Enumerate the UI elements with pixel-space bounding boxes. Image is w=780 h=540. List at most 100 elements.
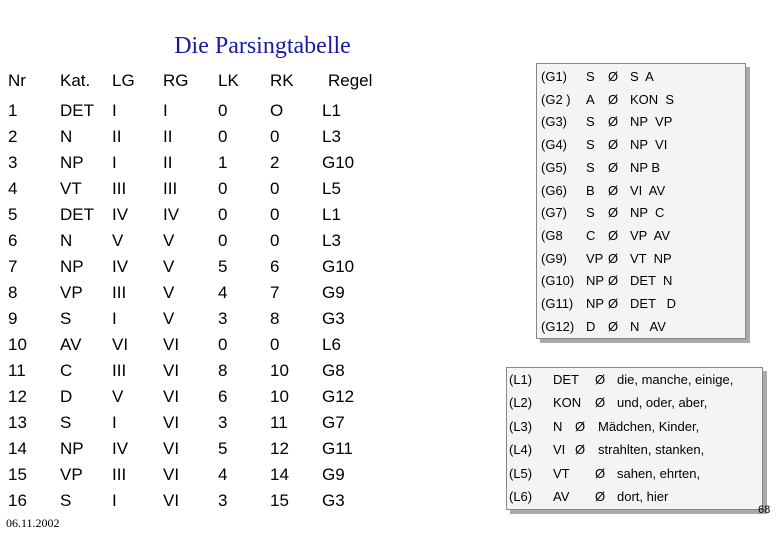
- column-header: RG: [163, 71, 189, 90]
- table-cell: 14: [270, 465, 289, 484]
- lexicon-symbol: Ø: [595, 395, 606, 411]
- rule-rhs: NP C: [630, 205, 665, 221]
- table-cell: 4: [218, 283, 228, 302]
- rule-lhs: NP: [586, 273, 605, 289]
- rule-rhs: KON S: [630, 91, 675, 107]
- lexicon-symbol: Ø: [595, 489, 606, 504]
- rule-label: (G2 ): [541, 91, 571, 107]
- table-cell: G10: [322, 153, 355, 172]
- rule-label: (G3): [541, 114, 567, 130]
- column-header: Kat.: [60, 71, 91, 90]
- table-cell: VI: [163, 413, 180, 432]
- rule-label: (G5): [541, 159, 567, 175]
- table-cell: 1: [218, 153, 228, 172]
- table-cell: 3: [218, 491, 228, 510]
- table-cell: V: [163, 283, 175, 302]
- rule-label: (G11): [541, 296, 574, 311]
- rule-lhs: C: [586, 227, 596, 243]
- table-cell: N: [60, 127, 73, 146]
- lexicon-symbol: Ø: [575, 442, 586, 458]
- lexicon-symbol: Ø: [575, 418, 586, 434]
- table-cell: 4: [8, 179, 18, 198]
- rule-label: (G10): [541, 273, 575, 289]
- table-cell: 4: [218, 465, 228, 484]
- table-cell: V: [163, 309, 175, 328]
- table-cell: 0: [270, 179, 280, 198]
- rule-symbol: Ø: [608, 159, 619, 175]
- page-number: 68: [758, 504, 771, 516]
- lexicon-rhs: Mädchen, Kinder,: [598, 418, 700, 434]
- rule-label: (G12): [541, 318, 575, 334]
- lexicon-lhs: VT: [553, 465, 570, 481]
- table-cell: VI: [163, 387, 180, 406]
- table-cell: AV: [60, 335, 82, 354]
- table-cell: 12: [8, 387, 27, 406]
- table-cell: 8: [218, 361, 228, 380]
- table-cell: 0: [218, 101, 228, 120]
- rule-lhs: S: [586, 69, 595, 84]
- table-cell: 0: [218, 127, 228, 146]
- column-header: RK: [270, 71, 294, 90]
- table-cell: 6: [8, 231, 18, 250]
- lexicon-rhs: sahen, ehrten,: [617, 465, 701, 481]
- table-cell: NP: [60, 257, 84, 276]
- rule-rhs: N AV: [630, 318, 666, 334]
- rule-symbol: Ø: [608, 273, 619, 289]
- lexicon-rhs: und, oder, aber,: [617, 395, 708, 411]
- rule-lhs: S: [586, 114, 595, 130]
- table-cell: DET: [60, 101, 94, 120]
- table-cell: 7: [270, 283, 280, 302]
- table-cell: G9: [322, 465, 345, 484]
- table-cell: IV: [112, 205, 129, 224]
- lexicon-lhs: DET: [553, 372, 579, 387]
- lexicon-lhs: VI: [553, 442, 566, 458]
- table-cell: 0: [270, 205, 280, 224]
- lexicon-lhs: N: [553, 418, 563, 434]
- lexicon-label: (L4): [509, 442, 533, 458]
- table-cell: L1: [322, 101, 341, 120]
- column-header: LK: [218, 71, 239, 90]
- table-cell: L3: [322, 127, 341, 146]
- table-cell: 0: [218, 231, 228, 250]
- column-header: LG: [112, 71, 135, 90]
- table-cell: 0: [218, 205, 228, 224]
- table-cell: III: [112, 283, 127, 302]
- lexicon-lhs: AV: [553, 489, 570, 504]
- table-cell: N: [60, 231, 73, 250]
- table-cell: NP: [60, 439, 84, 458]
- lexicon-label: (L2): [509, 395, 533, 411]
- table-cell: G12: [322, 387, 355, 406]
- table-cell: II: [163, 153, 173, 172]
- table-cell: III: [112, 361, 127, 380]
- rule-label: (G8: [541, 227, 563, 243]
- table-cell: I: [112, 491, 117, 510]
- table-cell: IV: [112, 439, 129, 458]
- table-cell: VP: [60, 283, 83, 302]
- table-cell: 5: [218, 439, 228, 458]
- rule-label: (G6): [541, 182, 567, 198]
- table-cell: IV: [163, 205, 180, 224]
- table-cell: C: [60, 361, 73, 380]
- rule-symbol: Ø: [608, 318, 619, 334]
- table-cell: 3: [8, 153, 18, 172]
- rule-symbol: Ø: [608, 227, 619, 243]
- table-cell: V: [112, 387, 124, 406]
- table-cell: V: [112, 231, 124, 250]
- lexicon-lhs: KON: [553, 395, 582, 411]
- rule-label: (G4): [541, 137, 567, 153]
- table-cell: VP: [60, 465, 83, 484]
- table-cell: IV: [112, 257, 129, 276]
- table-cell: II: [163, 127, 173, 146]
- table-cell: 0: [270, 231, 280, 250]
- table-cell: 10: [270, 387, 289, 406]
- table-cell: III: [163, 179, 178, 198]
- table-cell: 8: [270, 309, 280, 328]
- table-cell: G7: [322, 413, 345, 432]
- table-cell: G3: [322, 491, 345, 510]
- rule-symbol: Ø: [608, 91, 619, 107]
- table-cell: 5: [8, 205, 18, 224]
- rule-rhs: NP B: [630, 159, 661, 175]
- table-cell: VI: [163, 439, 180, 458]
- rule-rhs: VP AV: [630, 227, 670, 243]
- table-cell: 15: [8, 465, 27, 484]
